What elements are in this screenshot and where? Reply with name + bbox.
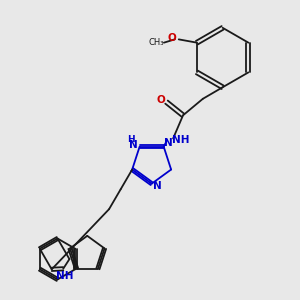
- Text: O: O: [167, 33, 176, 43]
- Text: N: N: [129, 140, 138, 150]
- Text: H: H: [128, 135, 135, 144]
- Text: NH: NH: [56, 271, 74, 281]
- Text: NH: NH: [172, 135, 189, 145]
- Text: N: N: [153, 181, 162, 191]
- Text: CH₃: CH₃: [149, 38, 164, 47]
- Text: N: N: [164, 138, 172, 148]
- Text: O: O: [156, 95, 165, 106]
